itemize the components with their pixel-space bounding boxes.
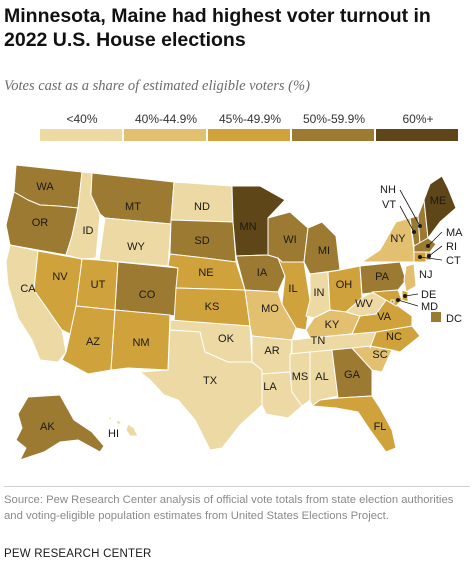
- label-VA: VA: [377, 311, 392, 323]
- label-NV: NV: [52, 271, 68, 283]
- label-NH: NH: [380, 184, 396, 196]
- label-WY: WY: [127, 241, 145, 253]
- label-WV: WV: [355, 298, 373, 310]
- callout-line-md: [397, 299, 419, 307]
- label-OK: OK: [218, 333, 235, 345]
- label-NJ: NJ: [419, 269, 432, 281]
- state-MA: [413, 237, 437, 253]
- callout-line-ri: [428, 245, 443, 257]
- state-AK: [15, 394, 105, 461]
- label-DC: DC: [446, 313, 462, 325]
- label-MT: MT: [125, 201, 141, 213]
- legend-label: <40%: [66, 112, 98, 126]
- label-OH: OH: [336, 279, 353, 291]
- state-FL: [311, 395, 397, 453]
- label-CO: CO: [139, 289, 156, 301]
- label-PA: PA: [375, 271, 390, 283]
- label-HI: HI: [108, 428, 119, 440]
- brand-logo-text: PEW RESEARCH CENTER: [4, 548, 152, 560]
- divider: [4, 486, 470, 487]
- label-NE: NE: [198, 267, 213, 279]
- label-MD: MD: [421, 301, 438, 313]
- state-SC: [351, 345, 393, 373]
- label-IL: IL: [288, 283, 297, 295]
- label-MN: MN: [239, 221, 256, 233]
- legend-swatch: [376, 129, 458, 141]
- label-MS: MS: [292, 371, 309, 383]
- callout-dot-ri: [427, 254, 431, 258]
- state-ME: [423, 175, 457, 239]
- label-NY: NY: [390, 233, 406, 245]
- label-VT: VT: [382, 199, 396, 211]
- label-LA: LA: [263, 381, 277, 393]
- legend-swatch: [208, 129, 290, 141]
- label-ME: ME: [430, 195, 447, 207]
- label-TX: TX: [203, 375, 218, 387]
- label-NC: NC: [386, 331, 402, 343]
- label-MA: MA: [446, 227, 463, 239]
- legend-label: 40%-44.9%: [134, 112, 198, 126]
- state-NJ: [403, 263, 417, 293]
- callout-line-ma: [427, 231, 443, 247]
- dc-legend-swatch: [431, 312, 441, 322]
- legend-swatch: [292, 129, 374, 141]
- callout-dot-vt: [412, 230, 416, 234]
- callout-dot-ma: [426, 244, 430, 248]
- source-note: Source: Pew Research Center analysis of …: [4, 494, 454, 522]
- callout-line-ct: [419, 256, 443, 261]
- label-AZ: AZ: [86, 336, 100, 348]
- label-GA: GA: [344, 369, 361, 381]
- callout-line-de: [404, 293, 419, 297]
- label-AK: AK: [40, 421, 55, 433]
- label-AL: AL: [315, 371, 328, 383]
- label-NM: NM: [132, 337, 149, 349]
- state-NY: [361, 217, 415, 263]
- callout-dot-nh: [418, 224, 422, 228]
- state-IL: [277, 257, 311, 331]
- callout-line-vt: [399, 205, 415, 233]
- label-KY: KY: [325, 319, 340, 331]
- state-DC: [390, 299, 395, 304]
- state-MT: [90, 172, 175, 225]
- label-UT: UT: [91, 279, 106, 291]
- chart-title: Minnesota, Maine had highest voter turno…: [4, 5, 431, 51]
- label-WI: WI: [283, 234, 296, 246]
- chart-subtitle: Votes cast as a share of estimated eligi…: [4, 78, 310, 94]
- state-MO: [244, 289, 297, 341]
- label-TN: TN: [311, 335, 326, 347]
- callout-line-nh: [399, 189, 421, 227]
- label-ND: ND: [194, 201, 210, 213]
- callout-dot-md: [396, 298, 400, 302]
- label-AR: AR: [264, 345, 279, 357]
- label-CT: CT: [446, 255, 461, 267]
- label-FL: FL: [374, 421, 387, 433]
- callout-dot-de: [403, 294, 407, 298]
- label-SC: SC: [372, 349, 387, 361]
- label-ID: ID: [83, 225, 94, 237]
- state-PA: [359, 261, 407, 295]
- us-map: WA OR CA NV ID MT WY UT AZ CO NM ND SD N…: [0, 140, 474, 480]
- state-TX: [139, 329, 263, 451]
- state-NM: [110, 309, 171, 371]
- label-WA: WA: [36, 181, 54, 193]
- label-OR: OR: [32, 217, 49, 229]
- state-GA: [331, 347, 373, 399]
- label-IA: IA: [257, 267, 268, 279]
- label-KS: KS: [205, 301, 220, 313]
- legend-label: 50%-59.9%: [302, 112, 366, 126]
- state-HI: [107, 415, 139, 437]
- label-CA: CA: [20, 283, 36, 295]
- label-MI: MI: [318, 245, 330, 257]
- legend-label: 60%+: [402, 112, 434, 126]
- label-RI: RI: [446, 241, 457, 253]
- legend-swatch: [124, 129, 206, 141]
- legend-swatch: [40, 129, 122, 141]
- label-DE: DE: [421, 289, 436, 301]
- callout-dot-ct: [418, 255, 422, 259]
- label-SD: SD: [194, 235, 209, 247]
- label-IN: IN: [314, 287, 325, 299]
- legend-label: 45%-49.9%: [218, 112, 282, 126]
- label-MO: MO: [261, 303, 279, 315]
